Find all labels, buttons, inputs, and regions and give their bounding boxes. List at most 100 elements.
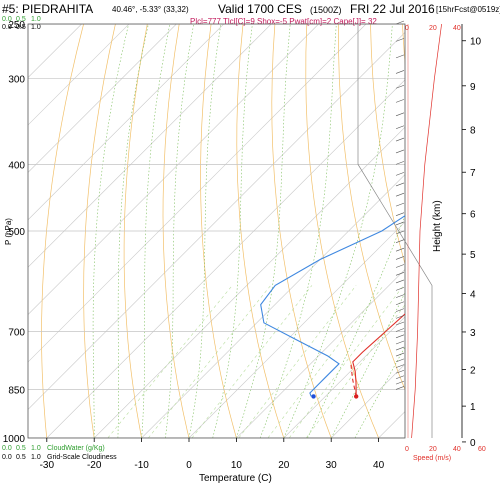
wind-barb <box>395 375 405 380</box>
moist-adiabat-line <box>330 292 405 438</box>
wind-barb <box>395 386 405 390</box>
parcel-line <box>350 363 357 397</box>
moist-adiabat-line <box>307 214 405 438</box>
wind-barb <box>395 221 405 226</box>
wind-barb <box>395 112 405 117</box>
moist-adiabat-line <box>354 346 405 438</box>
cloudwater-scale-top-0: 0.0 <box>2 16 12 23</box>
speed-tick-bottom-2: 40 <box>453 446 461 453</box>
temperature-tick-label: -10 <box>134 460 149 471</box>
speed-tick-top-1: 20 <box>429 25 437 32</box>
cloudiness-scale-top-2: 1.0 <box>31 24 41 31</box>
wind-barb <box>395 315 405 319</box>
cloudiness-scale-bottom-2: 1.0 <box>31 454 41 461</box>
moist-adiabat-line <box>165 24 194 438</box>
wind-barb <box>395 321 405 326</box>
moist-adiabat-line <box>236 24 291 438</box>
pressure-axis: 250 300 400 500 700 850 1000 <box>3 20 26 445</box>
wind-barb <box>395 125 405 130</box>
dry-adiabat-line <box>402 24 405 66</box>
cloudiness-label: Grid-Scale Cloudiness <box>47 454 117 461</box>
height-tick-label: 8 <box>470 126 476 137</box>
height-tick-label: 3 <box>470 328 476 339</box>
moist-adiabat-line <box>141 24 171 438</box>
dry-adiabat-line <box>434 24 500 438</box>
mixing-ratio-line <box>267 285 384 438</box>
moist-adiabat-line <box>117 24 149 438</box>
cloudiness-scale-bottom-1: 0.5 <box>16 454 26 461</box>
wind-barb <box>395 380 405 385</box>
wind-barb <box>395 256 405 260</box>
pressure-tick-label: 300 <box>8 74 25 85</box>
forecast-info: [15hrFcst@0519z] <box>436 5 500 14</box>
wind-barb <box>395 340 405 345</box>
temperature-axis: -30 -20 -10 0 10 20 30 40 <box>40 438 385 471</box>
wind-barb <box>395 328 405 332</box>
height-tick-label: 7 <box>470 168 476 179</box>
moist-adiabat-line <box>92 24 129 438</box>
wind-barb <box>395 54 405 59</box>
height-tick-label: 4 <box>470 290 476 301</box>
cloudiness-scale-bottom-0: 0.0 <box>2 454 12 461</box>
mixing-ratio-line <box>148 285 271 438</box>
wind-barb <box>395 346 405 351</box>
wind-barb <box>395 20 405 25</box>
dry-adiabat-line <box>338 24 405 391</box>
speed-axis-label: Speed (m/s) <box>413 455 451 462</box>
wind-barb <box>395 202 405 207</box>
wind-panel-boundary <box>357 24 433 438</box>
wind-barb <box>395 301 405 306</box>
cloudiness-scale-top-0: 0.0 <box>2 24 12 31</box>
temperature-tick-label: -30 <box>40 460 55 471</box>
isotherm-line <box>330 363 405 438</box>
pressure-tick-label: 700 <box>8 327 25 338</box>
mixing-ratio-line <box>305 304 405 438</box>
height-tick-label: 9 <box>470 82 476 93</box>
height-tick-label: 6 <box>470 210 476 221</box>
wind-speed-line <box>411 23 442 439</box>
sounding-indices: Plcl=777 Tlcl[C]=9 Shox=-5 Pwat[cm]=2 Ca… <box>190 17 377 26</box>
speed-tick-top-0: 0 <box>405 25 409 32</box>
pressure-axis-label: P (hPa) <box>4 218 13 245</box>
temperature-line <box>352 313 405 397</box>
surface-temperature-marker <box>353 394 359 399</box>
wind-barb <box>395 287 405 291</box>
dry-adiabat-line <box>305 24 379 438</box>
dry-adiabat-line <box>41 24 84 438</box>
pressure-tick-label: 500 <box>8 227 25 238</box>
temperature-tick-label: 30 <box>326 460 338 471</box>
dry-adiabat-line <box>236 24 285 438</box>
dry-adiabat-line <box>123 24 148 438</box>
wind-barb <box>395 38 405 42</box>
wind-barb <box>395 239 405 243</box>
background-lines <box>28 24 500 438</box>
wind-barb <box>395 358 405 363</box>
valid-utc: (1500Z) <box>310 5 342 15</box>
wind-barb <box>395 99 405 103</box>
moist-adiabat-line <box>259 24 337 438</box>
dry-adiabat-line <box>200 24 237 438</box>
isotherm-line <box>236 268 405 438</box>
isotherm-line <box>28 24 177 173</box>
speed-tick-bottom-1: 20 <box>429 446 437 453</box>
cloudwater-scale-top-2: 1.0 <box>31 16 41 23</box>
pressure-tick-label: 400 <box>8 160 25 171</box>
valid-time: Valid 1700 CES <box>218 2 302 16</box>
wind-barb <box>395 247 405 252</box>
wind-barb <box>395 192 405 197</box>
cloudwater-scale-top-1: 0.5 <box>16 16 26 23</box>
surface-dewpoint-marker <box>311 394 316 399</box>
wind-barb <box>395 161 405 165</box>
dewpoint-line <box>260 215 405 397</box>
speed-tick-bottom-0: 0 <box>405 446 409 453</box>
temperature-axis-label: Temperature (C) <box>199 473 272 484</box>
cloudwater-label: CloudWater (g/Kg) <box>47 445 105 452</box>
speed-tick-bottom-3: 60 <box>478 446 486 453</box>
cloudwater-scale-bottom-1: 0.5 <box>16 445 26 452</box>
height-tick-label: 2 <box>470 365 476 376</box>
cloudwater-scale-bottom-0: 0.0 <box>2 445 12 452</box>
isotherm-line <box>28 24 130 126</box>
mixing-ratio-line <box>107 285 233 438</box>
height-axis-label: Height (km) <box>432 200 443 252</box>
wind-panel <box>395 20 442 439</box>
